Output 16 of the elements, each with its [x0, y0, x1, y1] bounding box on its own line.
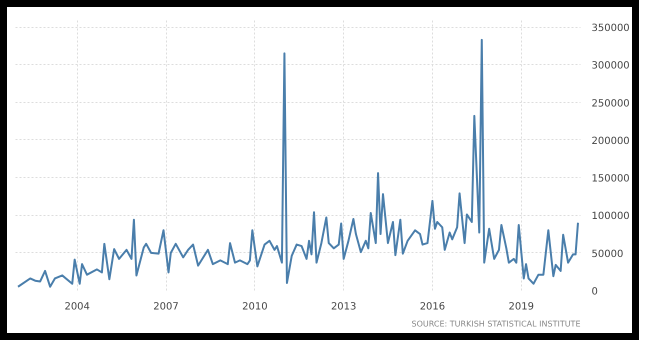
- line-series: [17, 38, 579, 288]
- y-tick-label: 50000: [592, 248, 624, 260]
- y-tick-label: 350000: [592, 23, 630, 34]
- x-tick-label: 2007: [153, 302, 179, 312]
- x-tick-label: 2004: [64, 302, 90, 312]
- y-tick-label: 0: [592, 286, 598, 298]
- x-tick-label: 2010: [242, 302, 268, 312]
- y-tick-label: 100000: [592, 211, 630, 222]
- y-tick-label: 200000: [592, 136, 630, 147]
- x-tick-label: 2016: [420, 302, 446, 312]
- x-tick-label: 2013: [330, 302, 356, 312]
- y-tick-label: 250000: [592, 98, 630, 110]
- x-tick-label: 2019: [508, 302, 534, 312]
- y-tick-label: 150000: [592, 174, 630, 185]
- source-note: SOURCE: TURKISH STATISTICAL INSTITUTE: [412, 320, 581, 328]
- y-tick-label: 300000: [592, 60, 630, 72]
